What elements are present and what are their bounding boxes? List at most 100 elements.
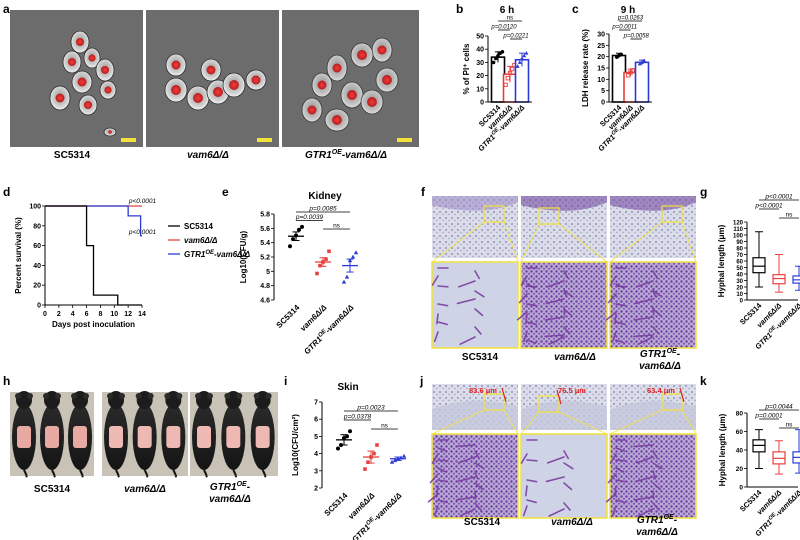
b-point <box>517 60 522 64</box>
hypha <box>563 482 573 491</box>
c-ytick-label: 5 <box>601 88 605 95</box>
d-ytick-label: 20 <box>33 283 41 290</box>
i-point <box>366 460 370 464</box>
e-point <box>327 249 331 254</box>
d-annotation-1: p<0.0001 <box>128 198 157 205</box>
c-bar <box>634 61 650 103</box>
panel-letter-c: c <box>572 2 579 16</box>
hypha <box>652 288 657 298</box>
b-ylabel: % of PI⁺ cells <box>462 43 471 94</box>
hypha <box>545 476 565 483</box>
zoom-line <box>609 221 663 263</box>
b-ytick-label: 10 <box>476 86 484 93</box>
hypha <box>526 339 537 344</box>
skin-lesion <box>197 426 211 448</box>
zoom-line <box>558 223 608 263</box>
hypha <box>520 275 528 286</box>
panel-letter-h: h <box>3 374 10 388</box>
hypha <box>526 459 538 462</box>
hypha <box>526 283 536 289</box>
measure-label: 63.4 μm <box>647 386 675 395</box>
e-point <box>315 271 319 276</box>
measure-line <box>501 387 507 403</box>
hypha <box>474 450 481 460</box>
i-ytick-label: 7 <box>314 400 318 407</box>
hypha <box>652 470 657 480</box>
hypha <box>433 505 439 517</box>
i-point <box>345 434 349 439</box>
d-series-line-2 <box>45 205 142 237</box>
measure-label: 83.6 μm <box>469 386 497 395</box>
hypha <box>474 462 485 470</box>
g-ytick-label: 0 <box>740 299 744 305</box>
i-comparison-label: p=0.0378 <box>343 414 372 421</box>
hypha <box>607 473 617 484</box>
hypha <box>615 479 627 483</box>
panel-letter-f: f <box>421 185 426 199</box>
panel-letter-j: j <box>419 374 423 388</box>
hypha <box>525 485 528 497</box>
d-xtick-label: 8 <box>98 311 102 318</box>
c-point <box>619 52 623 57</box>
d-xtick-label: 6 <box>85 311 89 318</box>
e-ytick-label: 4.8 <box>260 283 270 290</box>
c-ytick-label: 0 <box>601 100 605 107</box>
hypha <box>652 450 659 460</box>
skin-lesion <box>255 426 270 448</box>
pi-stain <box>193 93 203 103</box>
hypha <box>609 453 617 464</box>
e-comparison-label: p=0.0085 <box>308 206 337 213</box>
panel-c-title: 9 h <box>621 5 635 16</box>
pi-stain <box>171 85 181 95</box>
tissue-layer <box>432 400 518 430</box>
hypha <box>633 444 654 448</box>
zoom-box <box>538 395 560 413</box>
measure-line <box>679 387 685 403</box>
hypha <box>615 303 627 307</box>
hypha <box>526 321 537 326</box>
pi-stain <box>332 115 342 125</box>
hypha <box>526 499 537 504</box>
e-tick-label: SC5314 <box>275 303 302 330</box>
hypha <box>652 270 659 280</box>
b-comparison-label: ns <box>507 16 513 22</box>
hypha <box>614 313 617 325</box>
hypha <box>520 453 528 464</box>
hypha <box>431 275 439 286</box>
d-legend-label: SC5314 <box>184 222 213 231</box>
c-ytick-label: 10 <box>597 77 605 84</box>
tissue-layer <box>521 400 607 430</box>
g-ytick-label: 70 <box>736 253 743 259</box>
zoom-line <box>503 221 519 263</box>
panel-a-label-2: vam6Δ/Δ <box>187 150 229 161</box>
panel-letter-e: e <box>222 185 229 199</box>
panel-letter-b: b <box>456 2 463 16</box>
hypha <box>474 502 482 511</box>
hypha <box>563 326 571 335</box>
hypha <box>459 508 476 517</box>
k-comparison-label: ns <box>786 422 794 429</box>
g-ytick-label: 10 <box>736 292 743 298</box>
micro-frame-3 <box>282 10 419 147</box>
b-point <box>522 53 527 58</box>
chart-e: 4.64.855.25.45.65.8Log10(CFU/g)SC5314vam… <box>239 206 359 356</box>
hypha <box>437 467 447 473</box>
pi-stain <box>357 50 367 60</box>
d-xtick-label: 0 <box>43 311 47 318</box>
zoom-line <box>558 411 608 435</box>
skin-lesion <box>166 426 181 448</box>
skin-lesion <box>17 426 31 448</box>
pi-stain <box>382 75 392 85</box>
d-xtick-label: 10 <box>110 311 118 318</box>
panel-h-label-3: GTR1OE- <box>210 481 251 493</box>
e-ylabel: Log10(CFU/g) <box>239 230 248 283</box>
b-point <box>505 76 510 81</box>
hypha <box>436 313 439 325</box>
i-point <box>375 443 379 447</box>
hypha <box>615 339 626 344</box>
i-ytick-label: 3 <box>314 468 318 475</box>
d-legend-label: vam6Δ/Δ <box>184 236 218 245</box>
e-ytick-label: 4.6 <box>260 298 270 305</box>
